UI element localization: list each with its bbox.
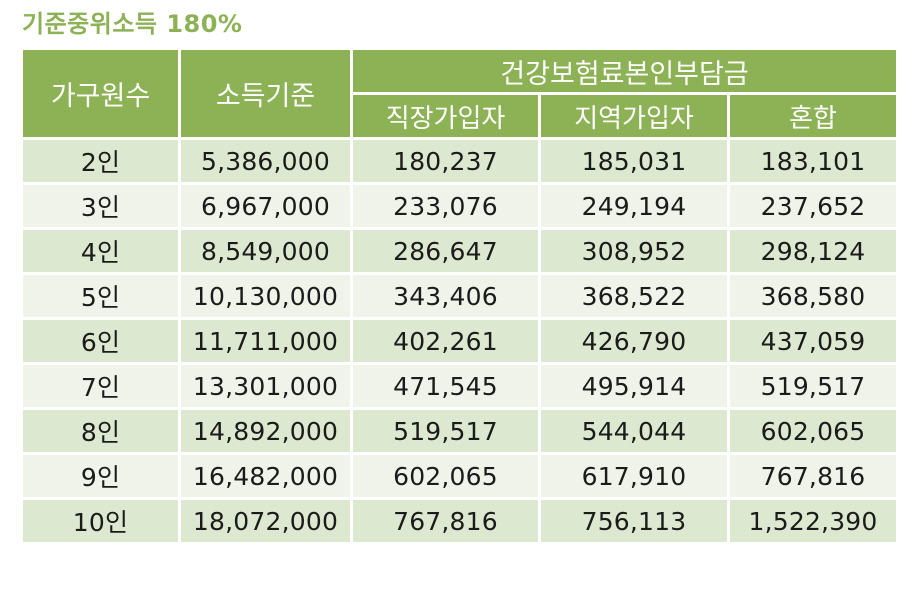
cell-income: 13,301,000 [178, 362, 353, 410]
cell-income: 14,892,000 [178, 407, 353, 455]
cell-mixed: 767,816 [726, 452, 900, 500]
cell-mixed: 368,580 [726, 272, 900, 320]
table-row: 10인 18,072,000 767,816 756,113 1,522,390 [20, 497, 900, 545]
header-household-members: 가구원수 [20, 47, 181, 140]
cell-regional: 426,790 [538, 317, 730, 365]
cell-regional: 495,914 [538, 362, 730, 410]
cell-members: 8인 [20, 407, 181, 455]
header-premium-group: 건강보험료본인부담금 [349, 47, 900, 95]
cell-employee: 519,517 [350, 407, 541, 455]
cell-regional: 368,522 [538, 272, 730, 320]
cell-income: 16,482,000 [178, 452, 353, 500]
cell-mixed: 298,124 [726, 227, 900, 275]
table-row: 6인 11,711,000 402,261 426,790 437,059 [20, 317, 900, 365]
cell-employee: 233,076 [350, 182, 541, 230]
header-income-criteria: 소득기준 [178, 47, 353, 140]
table-row: 8인 14,892,000 519,517 544,044 602,065 [20, 407, 900, 455]
cell-members: 2인 [20, 137, 181, 185]
cell-members: 9인 [20, 452, 181, 500]
cell-members: 6인 [20, 317, 181, 365]
cell-mixed: 1,522,390 [726, 497, 900, 545]
table-row: 9인 16,482,000 602,065 617,910 767,816 [20, 452, 900, 500]
cell-regional: 308,952 [538, 227, 730, 275]
header-mixed: 혼합 [726, 92, 900, 140]
cell-employee: 471,545 [350, 362, 541, 410]
cell-employee: 180,237 [350, 137, 541, 185]
cell-income: 10,130,000 [178, 272, 353, 320]
cell-members: 3인 [20, 182, 181, 230]
cell-income: 11,711,000 [178, 317, 353, 365]
cell-income: 5,386,000 [178, 137, 353, 185]
table-row: 5인 10,130,000 343,406 368,522 368,580 [20, 272, 900, 320]
cell-employee: 767,816 [350, 497, 541, 545]
table-row: 7인 13,301,000 471,545 495,914 519,517 [20, 362, 900, 410]
cell-members: 4인 [20, 227, 181, 275]
cell-employee: 343,406 [350, 272, 541, 320]
header-regional-subscriber: 지역가입자 [538, 92, 730, 140]
cell-income: 8,549,000 [178, 227, 353, 275]
cell-employee: 402,261 [350, 317, 541, 365]
cell-employee: 602,065 [350, 452, 541, 500]
cell-members: 10인 [20, 497, 181, 545]
cell-employee: 286,647 [350, 227, 541, 275]
cell-mixed: 437,059 [726, 317, 900, 365]
cell-regional: 617,910 [538, 452, 730, 500]
cell-mixed: 237,652 [726, 182, 900, 230]
cell-income: 6,967,000 [178, 182, 353, 230]
cell-mixed: 602,065 [726, 407, 900, 455]
page-title: 기준중위소득 180% [22, 10, 243, 38]
cell-members: 7인 [20, 362, 181, 410]
cell-members: 5인 [20, 272, 181, 320]
cell-mixed: 519,517 [726, 362, 900, 410]
table-row: 3인 6,967,000 233,076 249,194 237,652 [20, 182, 900, 230]
header-row-main: 가구원수 소득기준 건강보험료본인부담금 [20, 47, 900, 140]
cell-regional: 185,031 [538, 137, 730, 185]
header-employee-subscriber: 직장가입자 [350, 92, 541, 140]
header-row-sub: 직장가입자 지역가입자 혼합 [22, 92, 900, 140]
cell-income: 18,072,000 [178, 497, 353, 545]
cell-regional: 756,113 [538, 497, 730, 545]
cell-regional: 249,194 [538, 182, 730, 230]
cell-regional: 544,044 [538, 407, 730, 455]
table-row: 2인 5,386,000 180,237 185,031 183,101 [20, 137, 900, 185]
table-row: 4인 8,549,000 286,647 308,952 298,124 [20, 227, 900, 275]
income-premium-table: 가구원수 소득기준 건강보험료본인부담금 직장가입자 지역가입자 혼합 2인 5… [20, 47, 900, 545]
cell-mixed: 183,101 [726, 137, 900, 185]
